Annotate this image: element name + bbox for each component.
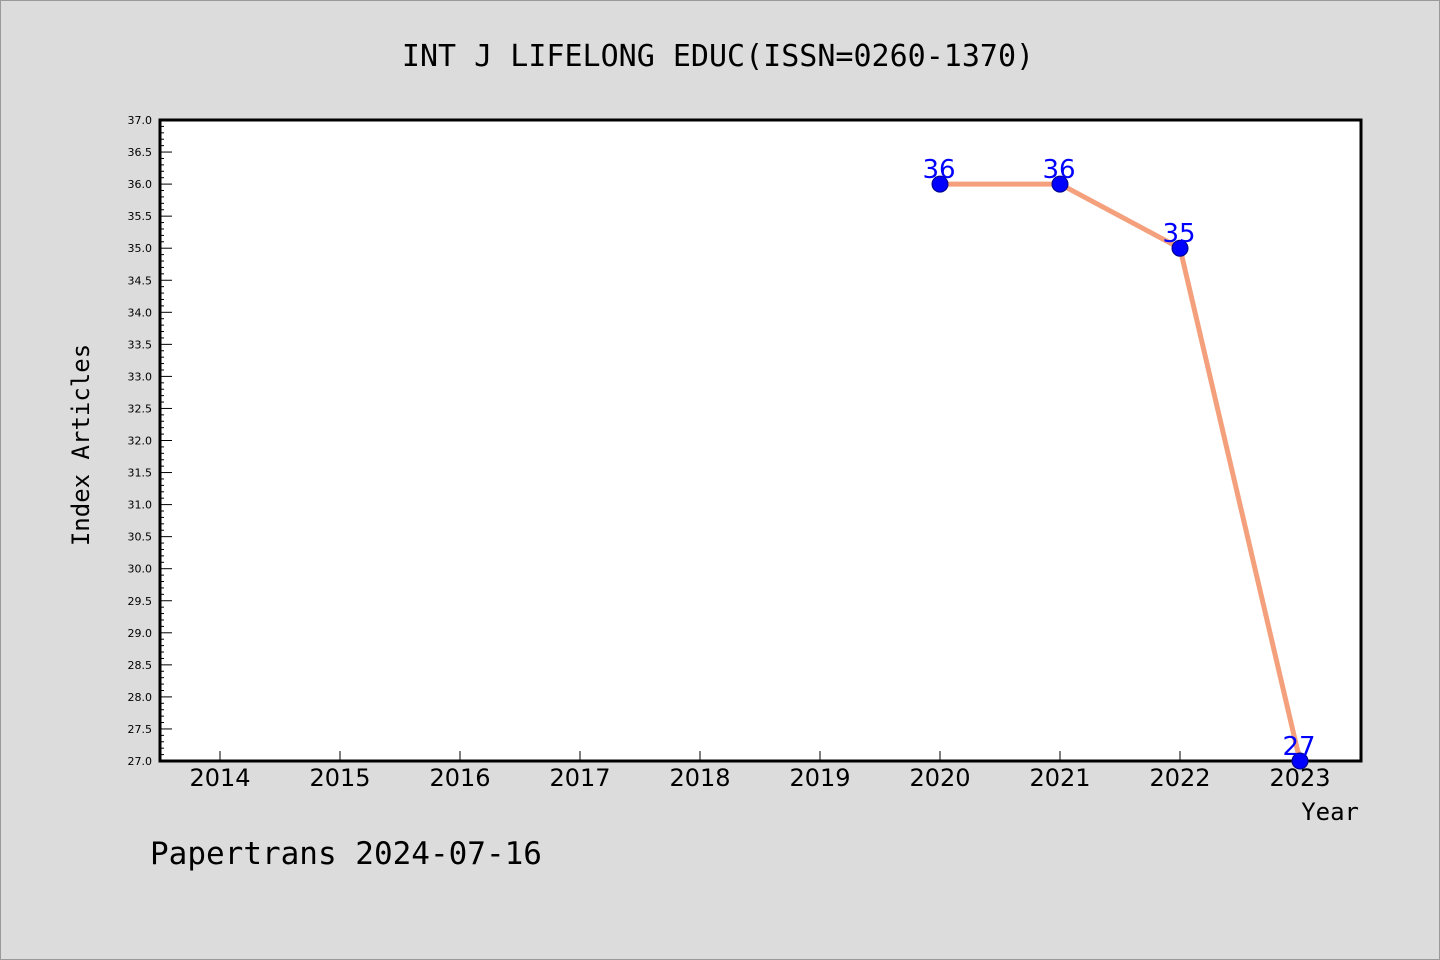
- y-tick-label: 27.5: [128, 723, 153, 736]
- y-tick-label: 33.0: [128, 370, 153, 383]
- x-tick-label: 2019: [789, 764, 850, 792]
- data-label: 35: [1162, 219, 1195, 249]
- y-tick-label: 35.0: [128, 242, 153, 255]
- y-axis: 27.0 27.5 28.0 28.5 29.0 29.5 30.0 30.5 31.0 31.5…: [128, 114, 172, 768]
- series-line: [940, 181, 1303, 762]
- x-tick-label: 2017: [549, 764, 610, 792]
- data-point: [1291, 752, 1309, 770]
- y-tick-label: 36.5: [128, 146, 153, 159]
- y-tick-label: 31.5: [128, 467, 153, 480]
- y-tick-label: 35.5: [128, 210, 153, 223]
- series-layer: 36 36 35 27: [922, 155, 1316, 770]
- data-label: 36: [1042, 155, 1075, 185]
- x-axis: 2014 2015 2016 2017 2018 2019 2020 2021 2022 2023: [189, 751, 1331, 792]
- y-tick-label: 37.0: [128, 114, 153, 127]
- y-tick-label: 30.5: [128, 531, 153, 544]
- x-tick-label: 2021: [1029, 764, 1090, 792]
- data-point: [931, 175, 949, 193]
- y-tick-label: 29.0: [128, 627, 153, 640]
- data-point: [1171, 239, 1189, 257]
- y-axis-label: Index Articles: [67, 344, 95, 546]
- x-tick-label: 2020: [909, 764, 970, 792]
- footer-credit: Papertrans 2024-07-16: [150, 836, 542, 872]
- y-tick-label: 28.0: [128, 691, 153, 704]
- y-tick-label: 32.5: [128, 402, 153, 415]
- chart-title: INT J LIFELONG EDUC(ISSN=0260-1370): [402, 39, 1034, 74]
- data-label: 27: [1282, 732, 1315, 762]
- x-tick-label: 2018: [669, 764, 730, 792]
- x-tick-label: 2022: [1149, 764, 1210, 792]
- x-tick-label: 2015: [309, 764, 370, 792]
- y-tick-label: 33.5: [128, 338, 153, 351]
- data-point: [1051, 175, 1069, 193]
- y-tick-label: 34.5: [128, 274, 153, 287]
- y-tick-label: 36.0: [128, 178, 153, 191]
- y-tick-label: 34.0: [128, 306, 153, 319]
- x-tick-label: 2014: [189, 764, 250, 792]
- x-tick-label: 2016: [429, 764, 490, 792]
- data-label: 36: [922, 155, 955, 185]
- y-tick-label: 28.5: [128, 659, 153, 672]
- y-tick-label: 30.0: [128, 563, 153, 576]
- y-tick-label: 32.0: [128, 435, 153, 448]
- plot-area: [158, 118, 1363, 763]
- y-tick-label: 27.0: [128, 755, 153, 768]
- y-tick-label: 29.5: [128, 595, 153, 608]
- y-tick-label: 31.0: [128, 499, 153, 512]
- x-axis-label: Year: [1301, 798, 1359, 826]
